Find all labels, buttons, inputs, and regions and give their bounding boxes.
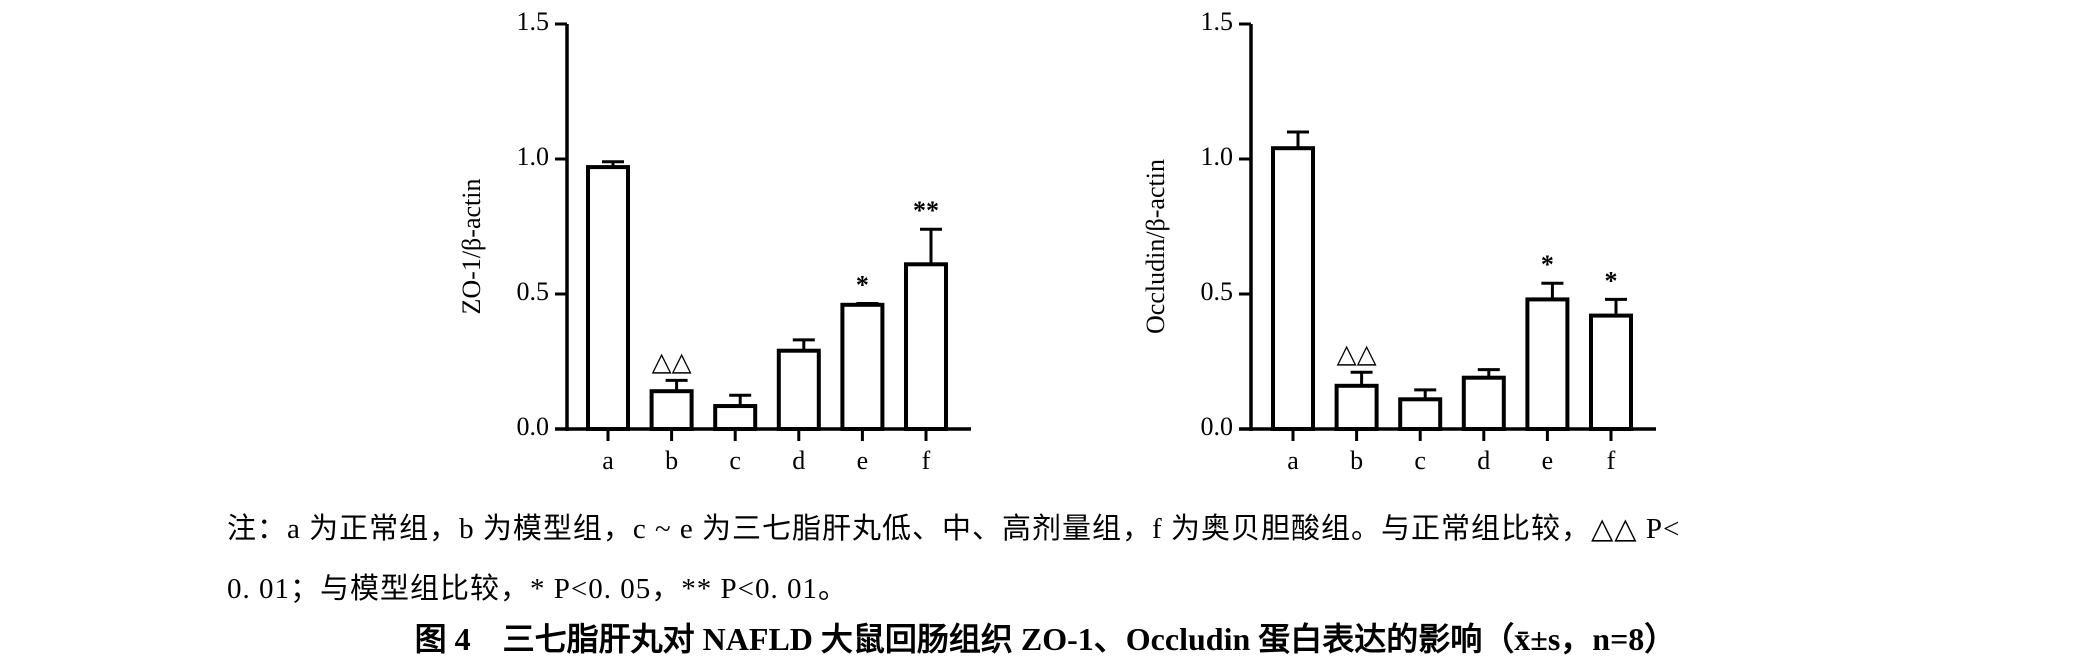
bar — [1334, 383, 1379, 431]
bar — [586, 165, 630, 431]
significance-mark: * — [1605, 266, 1618, 295]
page: 0.0 0.5 1.0 1.5 ZO-1/β-actin a b △△ c d e * f ** 0.0 0.… — [227, 6, 1681, 657]
significance-mark: * — [1541, 250, 1554, 279]
y-axis-title: Occludin/β-actin — [1141, 159, 1170, 334]
x-tick-label: c — [1414, 446, 1426, 475]
note-line: 注：a 为正常组，b 为模型组，c ~ e 为三七脂肝丸低、中、高剂量组，f 为… — [227, 513, 1681, 545]
x-tick-label: b — [1350, 446, 1363, 475]
y-tick-label: 1.5 — [517, 7, 550, 36]
y-tick-label: 0.0 — [517, 412, 550, 441]
significance-mark: △△ — [652, 347, 692, 376]
bar — [1398, 397, 1443, 431]
x-tick-label: c — [729, 446, 741, 475]
bar — [1525, 297, 1570, 431]
bar — [713, 404, 758, 431]
x-tick-label: a — [1287, 446, 1299, 475]
x-tick-label: a — [602, 446, 614, 475]
note-line: 0. 01；与模型组比较，* P<0. 05，** P<0. 01。 — [227, 573, 848, 605]
bar — [776, 348, 821, 432]
x-tick-label: e — [857, 446, 869, 475]
y-tick-label: 1.5 — [1201, 7, 1234, 36]
caption: 图 4 三七脂肝丸对 NAFLD 大鼠回肠组织 ZO-1、Occludin 蛋白… — [414, 621, 1677, 657]
x-tick-label: f — [922, 446, 931, 475]
y-axis-title: ZO-1/β-actin — [457, 179, 486, 315]
x-tick-label: d — [792, 446, 805, 475]
y-tick-label: 0.5 — [517, 277, 550, 306]
y-tick-label: 0.5 — [1201, 277, 1234, 306]
bar — [649, 389, 694, 432]
significance-mark: ** — [913, 196, 939, 225]
significance-mark: * — [856, 270, 869, 299]
x-tick-label: e — [1542, 446, 1554, 475]
bar — [1271, 146, 1315, 431]
bar — [904, 262, 948, 431]
significance-mark: △△ — [1337, 339, 1377, 368]
x-tick-label: f — [1607, 446, 1616, 475]
y-tick-label: 1.0 — [1201, 142, 1234, 171]
y-tick-label: 0.0 — [1201, 412, 1234, 441]
y-tick-label: 1.0 — [517, 142, 550, 171]
x-tick-label: d — [1477, 446, 1490, 475]
x-tick-label: b — [665, 446, 678, 475]
bar — [1589, 313, 1633, 432]
bar — [1461, 375, 1506, 432]
bar — [840, 302, 885, 431]
